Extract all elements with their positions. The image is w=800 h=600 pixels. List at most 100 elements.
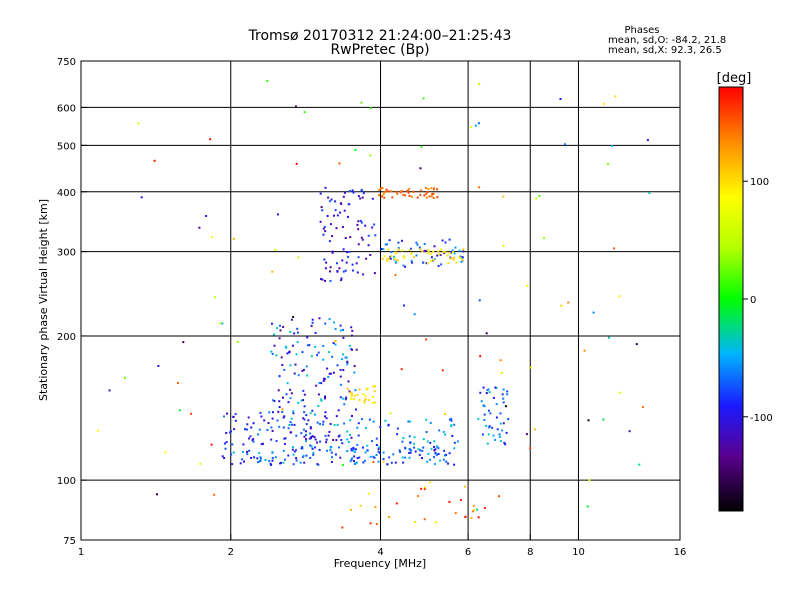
echo-point bbox=[219, 322, 222, 325]
echo-point bbox=[364, 451, 367, 454]
echo-point bbox=[359, 219, 362, 222]
echo-point bbox=[382, 193, 385, 196]
echo-point bbox=[342, 328, 344, 331]
echo-point bbox=[425, 431, 428, 433]
echo-point bbox=[384, 419, 387, 422]
echo-point bbox=[408, 187, 411, 190]
echo-point bbox=[326, 215, 329, 217]
echo-point bbox=[437, 447, 440, 450]
echo-point bbox=[424, 249, 427, 252]
echo-point bbox=[321, 278, 324, 281]
echo-point bbox=[437, 250, 440, 253]
echo-point bbox=[529, 447, 532, 450]
echo-point bbox=[395, 190, 398, 193]
echo-point bbox=[351, 189, 354, 192]
echo-point bbox=[430, 256, 433, 259]
echo-point bbox=[333, 214, 335, 217]
echo-point bbox=[450, 419, 453, 422]
echo-point bbox=[403, 256, 406, 259]
echo-point bbox=[410, 259, 413, 262]
echo-point bbox=[441, 369, 444, 372]
echo-point bbox=[369, 522, 372, 525]
echo-point bbox=[224, 447, 227, 450]
echo-point bbox=[436, 453, 438, 456]
echo-point bbox=[433, 463, 436, 466]
echo-point bbox=[494, 438, 497, 441]
echo-point bbox=[330, 451, 333, 454]
echo-point bbox=[504, 405, 507, 408]
echo-point bbox=[242, 450, 244, 453]
echo-point bbox=[346, 361, 349, 364]
echo-point bbox=[268, 460, 271, 462]
echo-point bbox=[439, 459, 442, 462]
echo-point bbox=[282, 461, 285, 464]
echo-point bbox=[448, 452, 451, 455]
echo-point bbox=[276, 419, 279, 422]
echo-point bbox=[282, 426, 285, 429]
echo-point bbox=[350, 397, 353, 400]
echo-point bbox=[346, 251, 348, 254]
echo-point bbox=[234, 419, 237, 422]
echo-point bbox=[257, 433, 260, 436]
echo-point bbox=[538, 195, 541, 197]
echo-point bbox=[487, 388, 490, 391]
echo-point bbox=[425, 418, 428, 421]
echo-point bbox=[290, 423, 293, 426]
echo-point bbox=[602, 102, 605, 105]
echo-point bbox=[450, 251, 453, 254]
echo-point bbox=[359, 197, 362, 200]
echo-point bbox=[436, 188, 438, 191]
echo-point bbox=[329, 279, 332, 282]
echo-point bbox=[352, 398, 355, 401]
echo-point bbox=[210, 443, 213, 446]
echo-point bbox=[602, 418, 605, 421]
echo-point bbox=[476, 508, 478, 511]
echo-point bbox=[248, 437, 251, 440]
echo-point bbox=[453, 447, 456, 450]
echo-point bbox=[324, 411, 327, 414]
echo-point bbox=[370, 107, 373, 110]
echo-point bbox=[425, 192, 428, 195]
echo-point bbox=[488, 425, 491, 428]
echo-point bbox=[592, 311, 595, 314]
echo-point bbox=[372, 385, 375, 388]
echo-point bbox=[295, 449, 297, 452]
echo-point bbox=[401, 456, 404, 459]
echo-point bbox=[302, 454, 305, 457]
echo-point bbox=[441, 239, 444, 242]
echo-point bbox=[431, 193, 434, 195]
echo-point bbox=[422, 261, 425, 264]
echo-point bbox=[353, 365, 356, 367]
echo-point bbox=[403, 304, 405, 307]
echo-point bbox=[332, 439, 335, 441]
echo-point bbox=[324, 279, 326, 282]
echo-point bbox=[445, 460, 448, 463]
echo-point bbox=[252, 440, 255, 443]
echo-point bbox=[322, 377, 325, 380]
echo-point bbox=[395, 502, 398, 505]
echo-point bbox=[408, 451, 410, 454]
echo-point bbox=[419, 449, 422, 452]
echo-point bbox=[360, 236, 363, 239]
echo-point bbox=[309, 412, 312, 415]
echo-point bbox=[295, 353, 298, 356]
echo-point bbox=[452, 258, 455, 261]
echo-point bbox=[420, 145, 423, 148]
echo-point bbox=[487, 433, 490, 436]
echo-point bbox=[423, 250, 426, 253]
echo-point bbox=[291, 448, 294, 451]
echo-point bbox=[491, 426, 494, 429]
echo-point bbox=[356, 457, 359, 460]
echo-point bbox=[329, 446, 332, 449]
echo-point bbox=[322, 423, 324, 426]
echo-point bbox=[277, 389, 280, 392]
echo-point bbox=[272, 411, 274, 414]
echo-point bbox=[342, 195, 345, 198]
echo-point bbox=[455, 261, 458, 264]
echo-point bbox=[384, 243, 387, 246]
echo-point bbox=[435, 445, 438, 448]
echo-point bbox=[427, 188, 430, 190]
echo-point bbox=[279, 324, 281, 327]
echo-point bbox=[443, 449, 446, 452]
echo-point bbox=[587, 419, 590, 422]
